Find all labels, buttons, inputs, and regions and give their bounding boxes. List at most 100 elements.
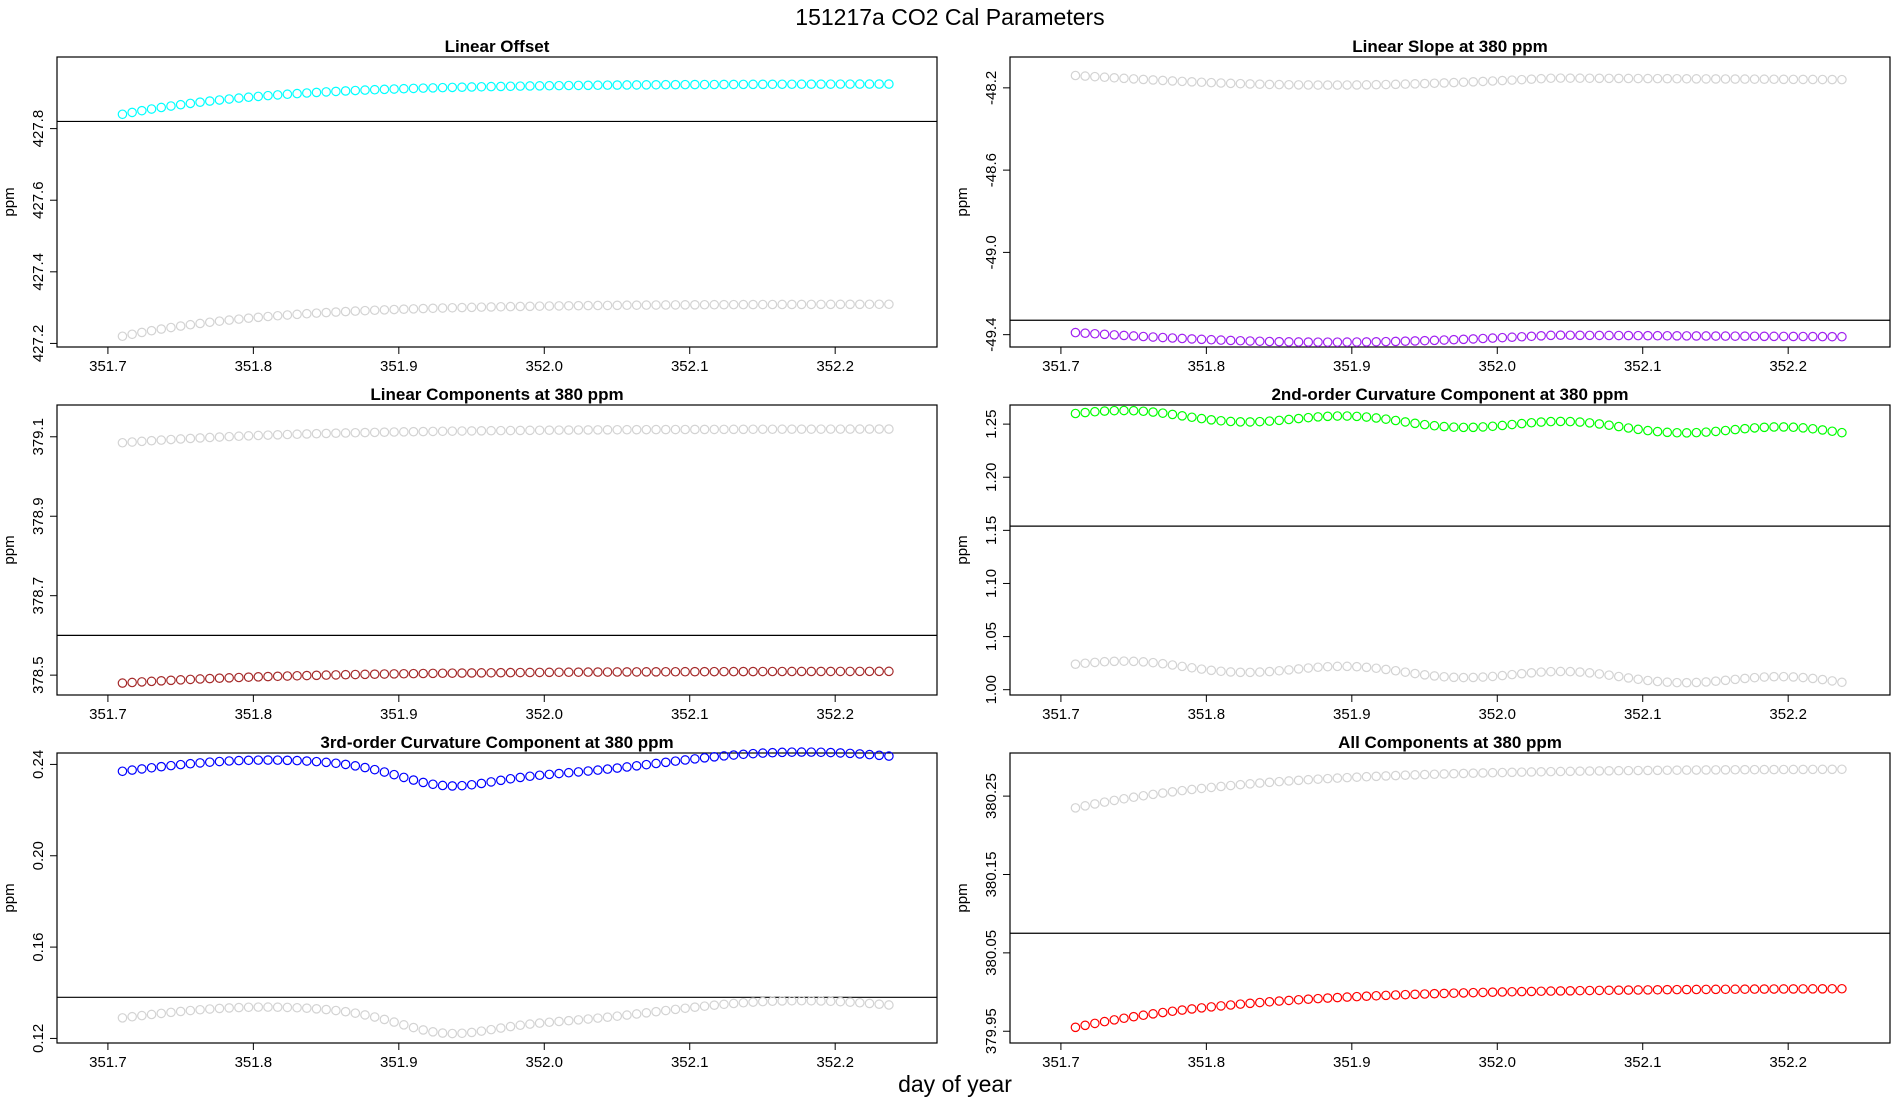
data-point — [457, 1028, 467, 1039]
data-point — [1769, 671, 1779, 682]
data-point — [1196, 77, 1207, 88]
data-point — [1274, 336, 1284, 347]
x-tick-label: 351.8 — [235, 1054, 273, 1071]
data-point — [1837, 331, 1847, 342]
data-point — [311, 87, 322, 98]
data-point — [1119, 793, 1129, 804]
data-point — [428, 426, 438, 437]
data-point — [428, 303, 438, 314]
x-tick-label: 352.2 — [1769, 358, 1807, 375]
data-point — [1643, 765, 1653, 776]
data-point — [515, 772, 526, 783]
data-point — [1400, 417, 1411, 427]
data-point — [1633, 330, 1643, 341]
data-point — [602, 1012, 613, 1022]
y-tick-label: 379.95 — [983, 1008, 1000, 1054]
data-point — [117, 766, 128, 777]
data-point — [272, 1002, 283, 1012]
data-point — [1623, 765, 1634, 776]
data-point — [331, 307, 341, 317]
data-point — [544, 769, 555, 780]
data-point — [379, 1014, 390, 1025]
data-point — [1332, 773, 1343, 783]
data-point — [835, 424, 846, 434]
x-tick-label: 351.9 — [380, 1054, 418, 1071]
data-point — [1390, 990, 1401, 1000]
data-point — [593, 80, 603, 91]
data-point — [1196, 664, 1207, 674]
data-point — [127, 437, 137, 447]
data-point — [1807, 423, 1818, 434]
data-point — [1439, 335, 1449, 345]
data-point — [1235, 999, 1246, 1009]
data-point — [1643, 73, 1653, 84]
data-point — [1691, 331, 1702, 341]
data-point — [1652, 330, 1663, 341]
data-point — [660, 757, 671, 768]
data-point — [544, 667, 555, 678]
data-point — [360, 427, 370, 438]
y-tick-label: 1.00 — [983, 675, 1000, 704]
data-point — [1167, 76, 1178, 86]
data-point — [476, 426, 487, 436]
data-point — [1352, 337, 1362, 347]
data-point — [874, 299, 884, 310]
data-point — [1390, 336, 1401, 347]
data-point — [457, 780, 467, 791]
data-point — [757, 748, 768, 758]
data-point — [321, 307, 331, 318]
x-tick-label: 351.9 — [1333, 1054, 1371, 1071]
data-point — [1410, 668, 1420, 679]
data-point — [1235, 78, 1246, 89]
data-point — [1672, 427, 1682, 438]
data-point — [534, 81, 545, 91]
data-point — [1536, 667, 1546, 677]
data-point — [544, 301, 555, 311]
data-point — [777, 666, 787, 677]
data-point — [224, 94, 234, 104]
data-point — [399, 1020, 409, 1030]
data-point — [573, 1015, 584, 1025]
data-point — [1827, 74, 1837, 85]
data-point — [1274, 996, 1284, 1006]
data-point — [1672, 73, 1682, 84]
data-point — [1264, 79, 1275, 90]
data-point — [1778, 671, 1789, 682]
data-point — [1788, 331, 1799, 342]
y-tick-label: -48.6 — [983, 153, 1000, 187]
data-point — [573, 667, 584, 677]
data-point — [166, 675, 176, 686]
data-point — [224, 673, 234, 683]
data-point — [631, 424, 642, 435]
data-point — [505, 667, 516, 678]
data-point — [641, 1008, 652, 1018]
data-point — [146, 1009, 157, 1020]
data-point — [185, 1005, 196, 1016]
data-point — [1322, 993, 1333, 1003]
data-point — [1458, 768, 1469, 779]
data-point — [1837, 983, 1847, 994]
y-axis-label: ppm — [954, 883, 971, 912]
data-point — [602, 764, 613, 774]
data-point — [369, 764, 380, 775]
y-tick-label: 427.4 — [30, 253, 47, 291]
data-point — [563, 667, 574, 678]
data-point — [166, 434, 176, 445]
data-point — [1332, 661, 1343, 672]
data-point — [631, 667, 642, 677]
panel-title: 2nd-order Curvature Component at 380 ppm — [1271, 385, 1628, 404]
data-point — [292, 88, 302, 99]
data-point — [389, 669, 399, 679]
data-point — [1410, 79, 1420, 89]
data-point — [175, 1006, 186, 1017]
data-point — [1701, 74, 1711, 84]
data-point — [1652, 426, 1663, 437]
data-point — [602, 80, 613, 90]
data-point — [1516, 418, 1527, 429]
data-point — [1109, 72, 1120, 83]
data-point — [272, 310, 283, 321]
data-point — [573, 767, 584, 777]
data-point — [301, 756, 312, 766]
data-point — [1429, 78, 1440, 89]
data-point — [1361, 771, 1372, 782]
